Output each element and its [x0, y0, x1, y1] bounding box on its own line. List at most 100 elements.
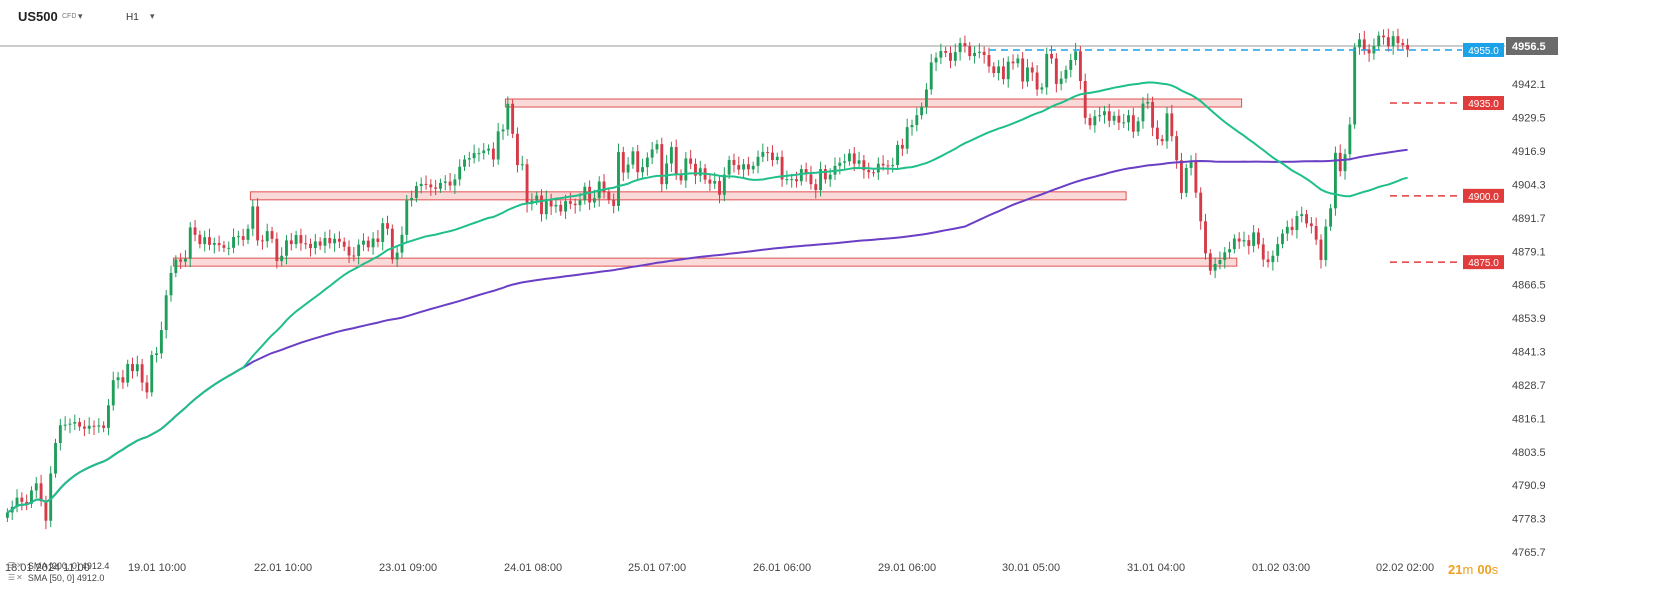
candle-body: [448, 181, 452, 186]
time-tick-label: 30.01 05:00: [1002, 562, 1060, 574]
candle-body: [944, 51, 948, 53]
candle-body: [135, 364, 139, 372]
candle-body: [924, 89, 928, 107]
candle-body: [968, 46, 972, 57]
candle-body: [68, 423, 72, 425]
candle-body: [1078, 51, 1082, 82]
symbol-selector[interactable]: US500: [18, 9, 58, 24]
candle-body: [1218, 260, 1222, 264]
candle-body: [73, 422, 77, 424]
candle-body: [260, 240, 264, 242]
candle-body: [573, 203, 577, 206]
indicator-legend: ☰✕ SMA [200, 0] 4912.4 ☰✕ SMA [50, 0] 49…: [8, 560, 109, 584]
candle-body: [549, 199, 553, 207]
candle-body: [1026, 67, 1029, 82]
candle-body: [1001, 66, 1005, 80]
candle-body: [294, 235, 298, 245]
candle-body: [1074, 51, 1078, 61]
horizontal-levels: 4955.0 4935.0 4900.0 4875.0: [988, 42, 1504, 270]
candle-body: [241, 236, 245, 240]
candle-body: [1069, 60, 1073, 70]
time-tick-label: 19.01 10:00: [128, 562, 186, 574]
candle-body: [939, 51, 943, 58]
chart-toolbar: US500 CFD ▾ H1 ▾: [0, 0, 1653, 34]
candle-body: [102, 425, 106, 428]
timeframe-selector[interactable]: H1: [126, 12, 139, 23]
candle-body: [684, 158, 688, 181]
candle-body: [472, 153, 476, 159]
candle-body: [212, 243, 216, 245]
candle-body: [313, 241, 317, 249]
candle-body: [607, 192, 611, 200]
level-label: 4900.0: [1468, 192, 1499, 203]
price-tick-label: 4891.7: [1512, 213, 1546, 225]
candle-body: [660, 144, 664, 185]
candle-body: [501, 129, 505, 132]
price-tick-label: 4778.3: [1512, 514, 1546, 526]
candle-body: [87, 425, 91, 429]
candle-body: [25, 501, 29, 504]
candle-body: [949, 52, 952, 61]
candle-body: [843, 161, 847, 163]
candle-body: [1170, 113, 1174, 137]
candle-body: [208, 237, 211, 245]
candle-body: [626, 164, 630, 173]
indicator-sma-50[interactable]: ☰✕ SMA [50, 0] 4912.0: [8, 572, 109, 584]
current-price-label: 4956.5: [1512, 41, 1546, 53]
settings-icon[interactable]: ☰✕: [8, 561, 24, 570]
time-tick-label: 25.01 07:00: [628, 562, 686, 574]
candle-body: [347, 246, 351, 256]
candle-body: [1011, 61, 1015, 64]
sma-200-line: [6, 148, 1408, 514]
candle-body: [424, 183, 428, 185]
candle-body: [1059, 78, 1063, 84]
sma-50-line: [6, 81, 1408, 514]
candle-body: [852, 153, 856, 164]
indicator-sma-200[interactable]: ☰✕ SMA [200, 0] 4912.4: [8, 560, 109, 572]
candle-body: [1098, 115, 1102, 117]
settings-icon[interactable]: ☰✕: [8, 573, 24, 582]
candle-body: [362, 240, 365, 245]
candle-body: [487, 148, 491, 151]
candle-body: [1329, 208, 1333, 227]
indicator-label: SMA [50, 0] 4912.0: [27, 573, 105, 583]
candle-body: [1295, 215, 1299, 231]
chevron-down-icon[interactable]: ▾: [78, 11, 83, 21]
candle-body: [410, 197, 414, 201]
price-tick-label: 4803.5: [1512, 447, 1546, 459]
candle-body: [785, 179, 789, 181]
candle-body: [1141, 103, 1145, 122]
candle-body: [511, 103, 515, 134]
candle-body: [116, 377, 120, 381]
candle-body: [766, 152, 770, 154]
candle-body: [578, 200, 582, 206]
countdown-minutes: 21: [1448, 562, 1463, 577]
support-resistance-zones: [172, 98, 1243, 267]
candle-body: [771, 152, 774, 161]
candle-body: [1021, 58, 1025, 82]
candle-body: [1146, 101, 1150, 104]
candle-body: [568, 201, 572, 204]
candle-body: [256, 206, 260, 241]
candle-body: [1396, 36, 1400, 44]
candle-body: [285, 240, 288, 256]
candle-body: [713, 180, 717, 184]
level-label-bg: [1463, 96, 1504, 111]
candle-body: [280, 255, 284, 262]
candle-body: [1054, 58, 1058, 84]
candle-body: [169, 273, 173, 296]
candle-body: [1362, 39, 1366, 50]
time-tick-label: 22.01 10:00: [254, 562, 312, 574]
candle-body: [520, 164, 524, 166]
candle-body: [1300, 214, 1304, 216]
candle-body: [289, 240, 293, 245]
countdown-seconds: 00: [1477, 562, 1492, 577]
candle-body: [910, 125, 914, 128]
candle-body: [1256, 232, 1260, 245]
candle-body: [1252, 232, 1256, 246]
candle-body: [636, 151, 640, 173]
candle-body: [631, 151, 635, 165]
candle-body: [1285, 226, 1289, 234]
chevron-down-icon[interactable]: ▾: [150, 11, 155, 21]
